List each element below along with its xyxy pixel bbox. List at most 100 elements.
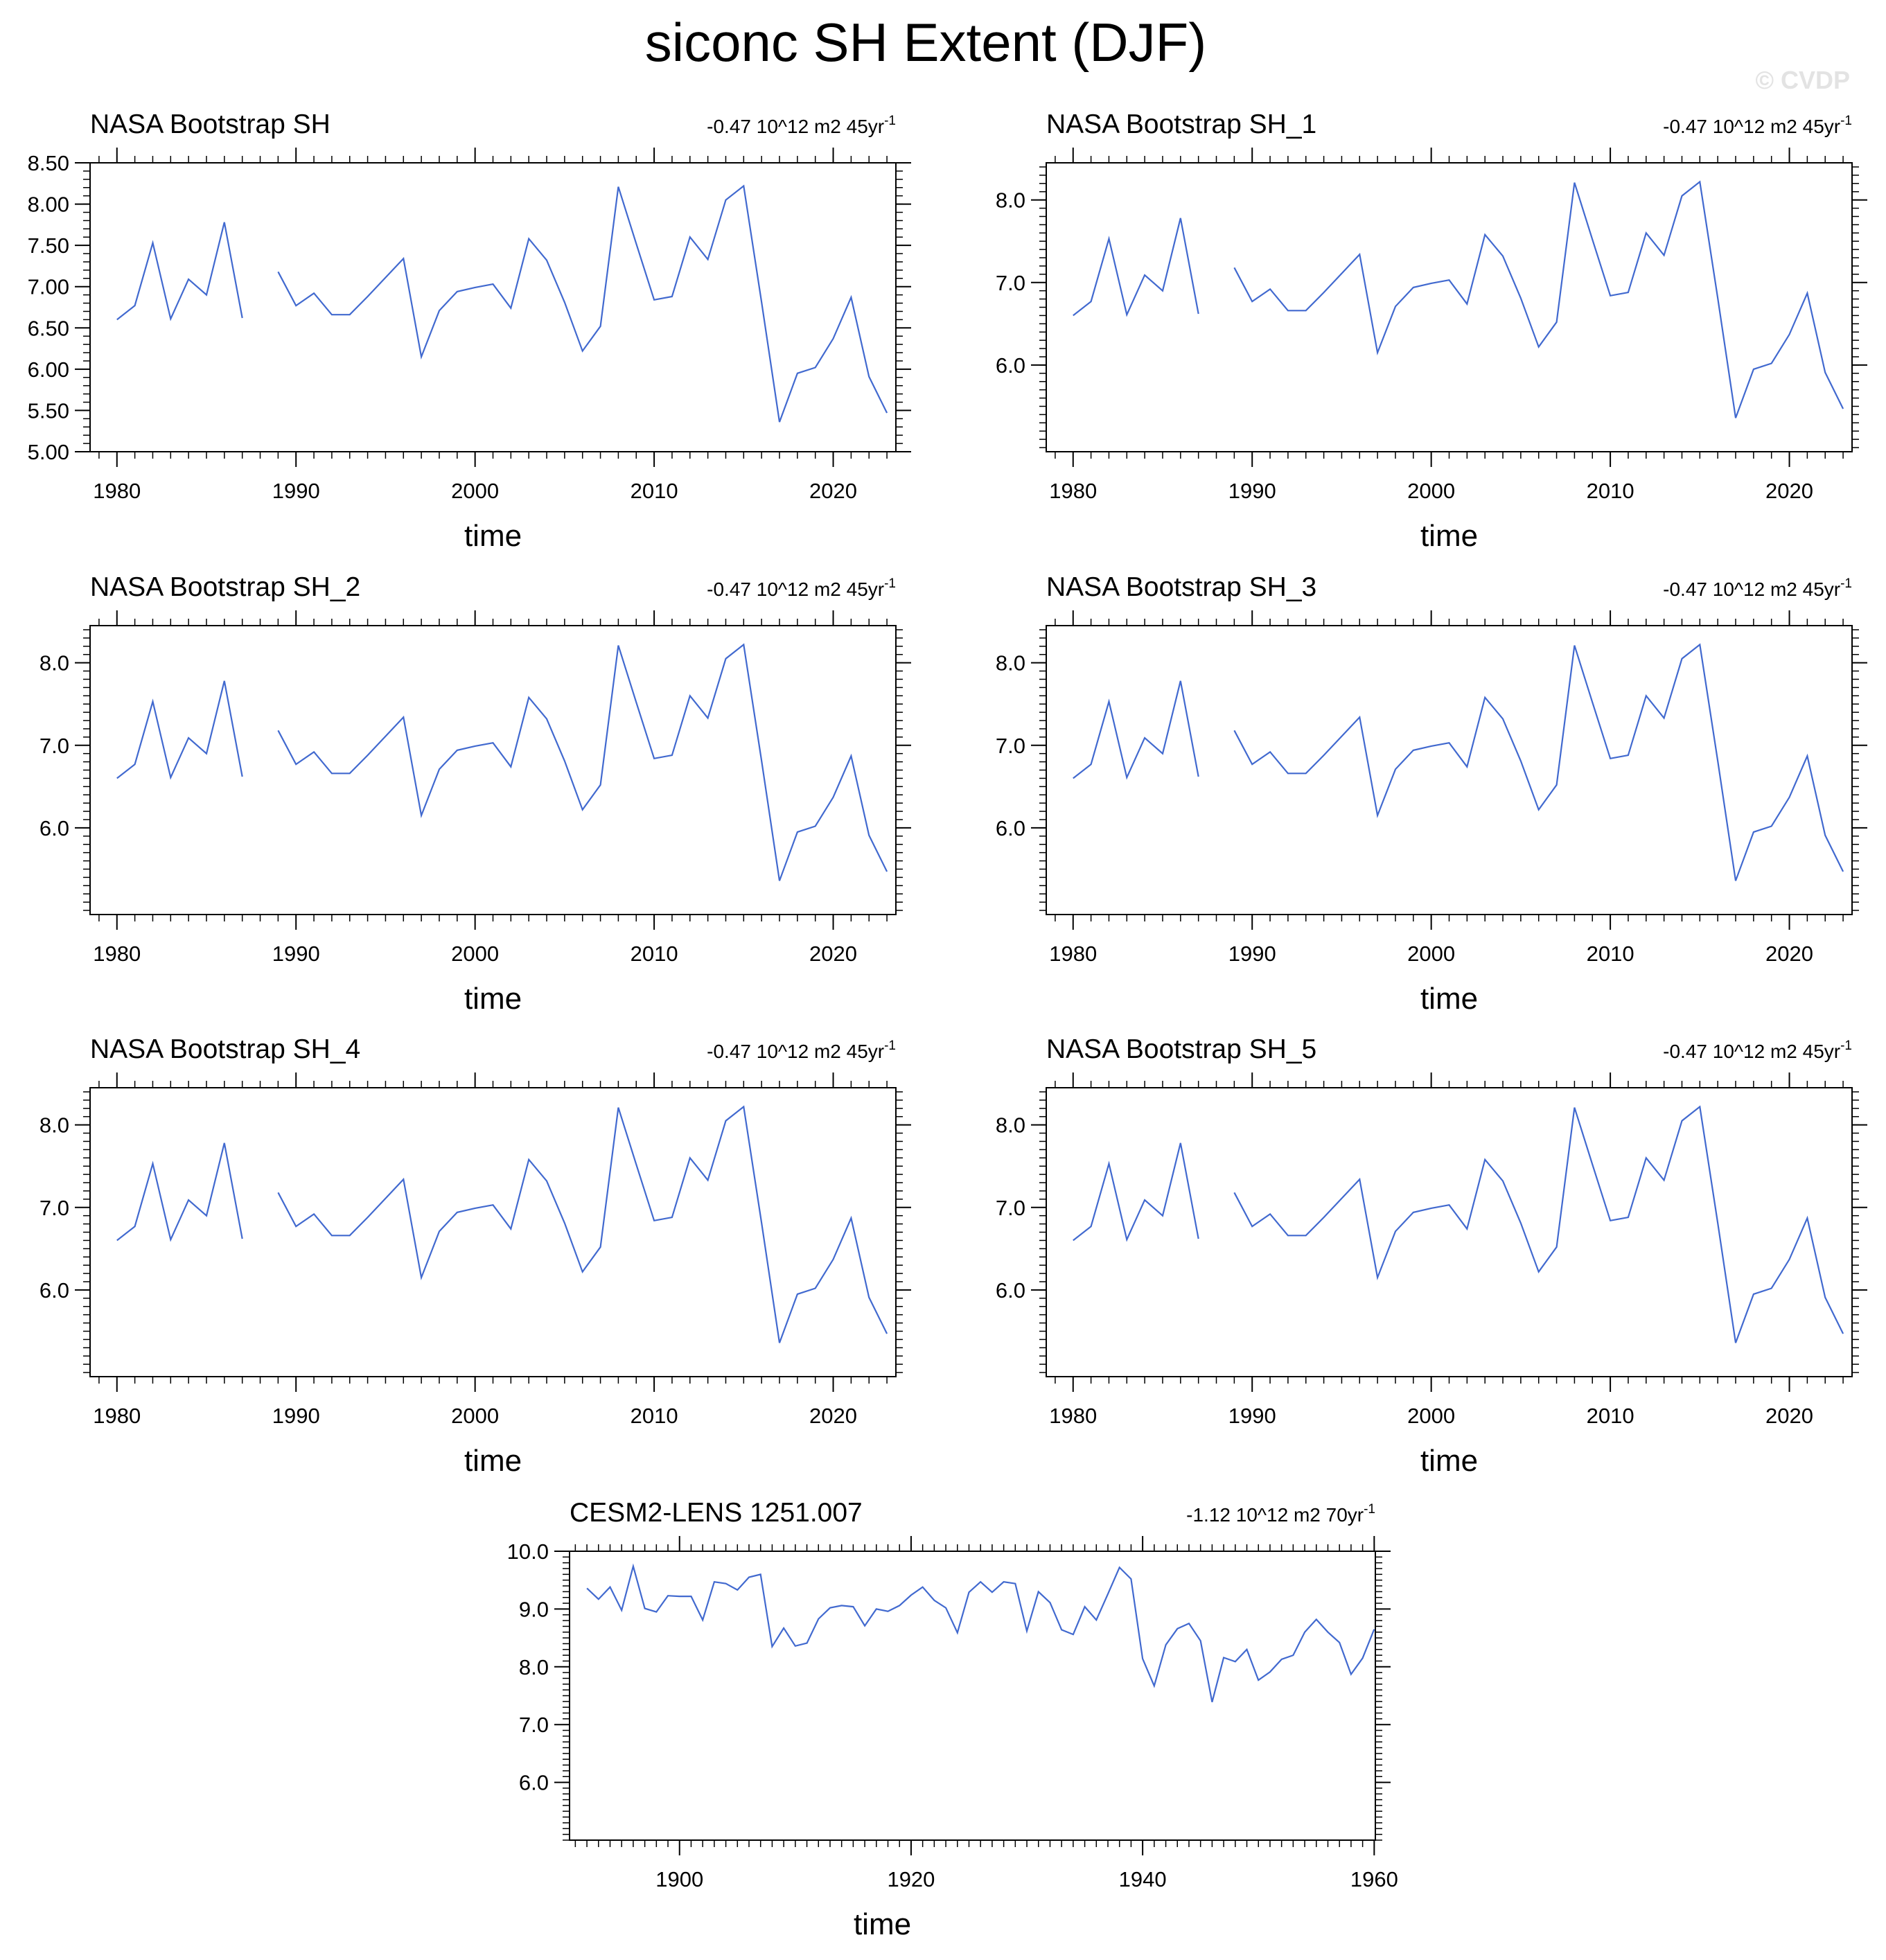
plot-frame [1046, 625, 1853, 915]
trend-exponent: -1 [1364, 1502, 1375, 1517]
y-tick-label: 5.50 [28, 398, 69, 423]
x-tick-label: 2000 [451, 479, 499, 503]
series-line [116, 643, 888, 881]
x-tick-label: 2000 [1407, 942, 1455, 966]
trend-exponent: -1 [1840, 1039, 1852, 1053]
trend-annotation: -0.47 10^12 m2 45yr-1 [1663, 576, 1852, 600]
y-tick-label: 6.0 [996, 816, 1025, 840]
x-tick-label: 2000 [451, 1404, 499, 1428]
trend-exponent: -1 [1840, 114, 1852, 128]
y-tick-label: 6.00 [28, 357, 69, 382]
plot-frame [569, 1551, 1376, 1841]
trend-annotation: -0.47 10^12 m2 45yr-1 [707, 1039, 896, 1062]
x-tick-label: 1990 [1228, 479, 1276, 503]
x-tick-label: 2020 [809, 479, 857, 503]
y-tick-label: 6.0 [996, 353, 1025, 378]
panel-title: NASA Bootstrap SH_5 [1046, 1034, 1316, 1064]
chart-panel-3: NASA Bootstrap SH_2 -0.47 10^12 m2 45yr-1… [39, 572, 911, 1016]
y-tick-label: 7.0 [39, 1196, 69, 1220]
x-tick-label: 1980 [1049, 1404, 1097, 1428]
trend-annotation: -0.47 10^12 m2 45yr-1 [1663, 1039, 1852, 1062]
x-tick-label: 1990 [272, 479, 320, 503]
y-tick-label: 7.00 [28, 275, 69, 299]
plot-frame [1046, 162, 1853, 452]
y-tick-label: 6.0 [39, 1278, 69, 1303]
chart-panel-7: CESM2-LENS 1251.007 -1.12 10^12 m2 70yr-1… [507, 1498, 1398, 1941]
y-tick-label: 8.0 [996, 651, 1025, 676]
x-tick-label: 1940 [1119, 1867, 1167, 1891]
y-tick-label: 10.0 [507, 1539, 549, 1564]
panel-title: CESM2-LENS 1251.007 [570, 1498, 863, 1528]
y-tick-label: 8.00 [28, 193, 69, 217]
y-tick-label: 8.0 [996, 188, 1025, 213]
trend-annotation: -0.47 10^12 m2 45yr-1 [707, 576, 896, 600]
x-tick-label: 2020 [1765, 479, 1813, 503]
trend-label: -0.47 10^12 m2 45yr [707, 1041, 884, 1062]
trend-label: -0.47 10^12 m2 45yr [1663, 579, 1840, 600]
x-tick-label: 2020 [1765, 1404, 1813, 1428]
y-tick-label: 6.0 [996, 1278, 1025, 1303]
trend-label: -0.47 10^12 m2 45yr [1663, 116, 1840, 137]
x-tick-label: 1920 [887, 1867, 935, 1891]
trend-exponent: -1 [884, 1039, 896, 1053]
x-tick-label: 2020 [809, 1404, 857, 1428]
y-tick-label: 7.50 [28, 233, 69, 258]
x-tick-label: 1990 [1228, 1404, 1276, 1428]
chart-panel-2: NASA Bootstrap SH_1 -0.47 10^12 m2 45yr-1… [996, 109, 1867, 553]
series-line [1073, 1105, 1844, 1343]
y-tick-label: 8.50 [28, 151, 69, 175]
x-axis-label: time [1420, 519, 1478, 553]
figure-title: siconc SH Extent (DJF) [645, 12, 1207, 73]
plot-frame [89, 162, 897, 452]
x-tick-label: 2000 [1407, 1404, 1455, 1428]
plot-frame [89, 625, 897, 915]
x-axis-label: time [464, 1444, 522, 1478]
chart-panel-1: NASA Bootstrap SH -0.47 10^12 m2 45yr-1 5.… [28, 109, 911, 553]
trend-exponent: -1 [884, 114, 896, 128]
x-tick-label: 2010 [631, 1404, 678, 1428]
x-tick-label: 2010 [1587, 1404, 1634, 1428]
y-tick-label: 7.0 [996, 271, 1025, 295]
series-line [1073, 180, 1844, 418]
y-tick-label: 5.00 [28, 440, 69, 464]
trend-annotation: -0.47 10^12 m2 45yr-1 [1663, 114, 1852, 137]
x-tick-label: 2000 [451, 942, 499, 966]
x-tick-label: 2020 [809, 942, 857, 966]
trend-label: -0.47 10^12 m2 45yr [707, 579, 884, 600]
panel-title: NASA Bootstrap SH_3 [1046, 572, 1316, 602]
x-axis-label: time [1420, 1444, 1478, 1478]
x-tick-label: 1980 [1049, 942, 1097, 966]
trend-annotation: -1.12 10^12 m2 70yr-1 [1186, 1502, 1375, 1526]
series-line [116, 1105, 888, 1343]
y-tick-label: 6.0 [519, 1771, 549, 1795]
x-tick-label: 2010 [631, 479, 678, 503]
panel-title: NASA Bootstrap SH_2 [90, 572, 360, 602]
x-tick-label: 1960 [1350, 1867, 1398, 1891]
x-axis-label: time [1420, 982, 1478, 1016]
x-tick-label: 1980 [1049, 479, 1097, 503]
trend-exponent: -1 [884, 576, 896, 591]
y-tick-label: 6.50 [28, 316, 69, 340]
y-tick-label: 9.0 [519, 1597, 549, 1621]
x-tick-label: 2000 [1407, 479, 1455, 503]
x-tick-label: 1990 [1228, 942, 1276, 966]
y-tick-label: 8.0 [996, 1113, 1025, 1138]
plot-frame [89, 1087, 897, 1377]
y-tick-label: 6.0 [39, 816, 69, 840]
x-tick-label: 2020 [1765, 942, 1813, 966]
x-axis-label: time [854, 1907, 911, 1941]
x-tick-label: 1980 [93, 1404, 141, 1428]
trend-label: -0.47 10^12 m2 45yr [1663, 1041, 1840, 1062]
series-line [1073, 643, 1844, 881]
y-tick-label: 8.0 [39, 1113, 69, 1138]
chart-panel-4: NASA Bootstrap SH_3 -0.47 10^12 m2 45yr-1… [996, 572, 1867, 1016]
trend-exponent: -1 [1840, 576, 1852, 591]
y-tick-label: 7.0 [996, 1196, 1025, 1220]
panels: NASA Bootstrap SH -0.47 10^12 m2 45yr-15.… [28, 109, 1867, 1941]
plot-frame [1046, 1087, 1853, 1377]
trend-label: -0.47 10^12 m2 45yr [707, 116, 884, 137]
chart-panel-5: NASA Bootstrap SH_4 -0.47 10^12 m2 45yr-1… [39, 1034, 911, 1478]
x-tick-label: 1990 [272, 942, 320, 966]
watermark: © CVDP [1755, 66, 1850, 94]
x-tick-label: 2010 [1587, 942, 1634, 966]
